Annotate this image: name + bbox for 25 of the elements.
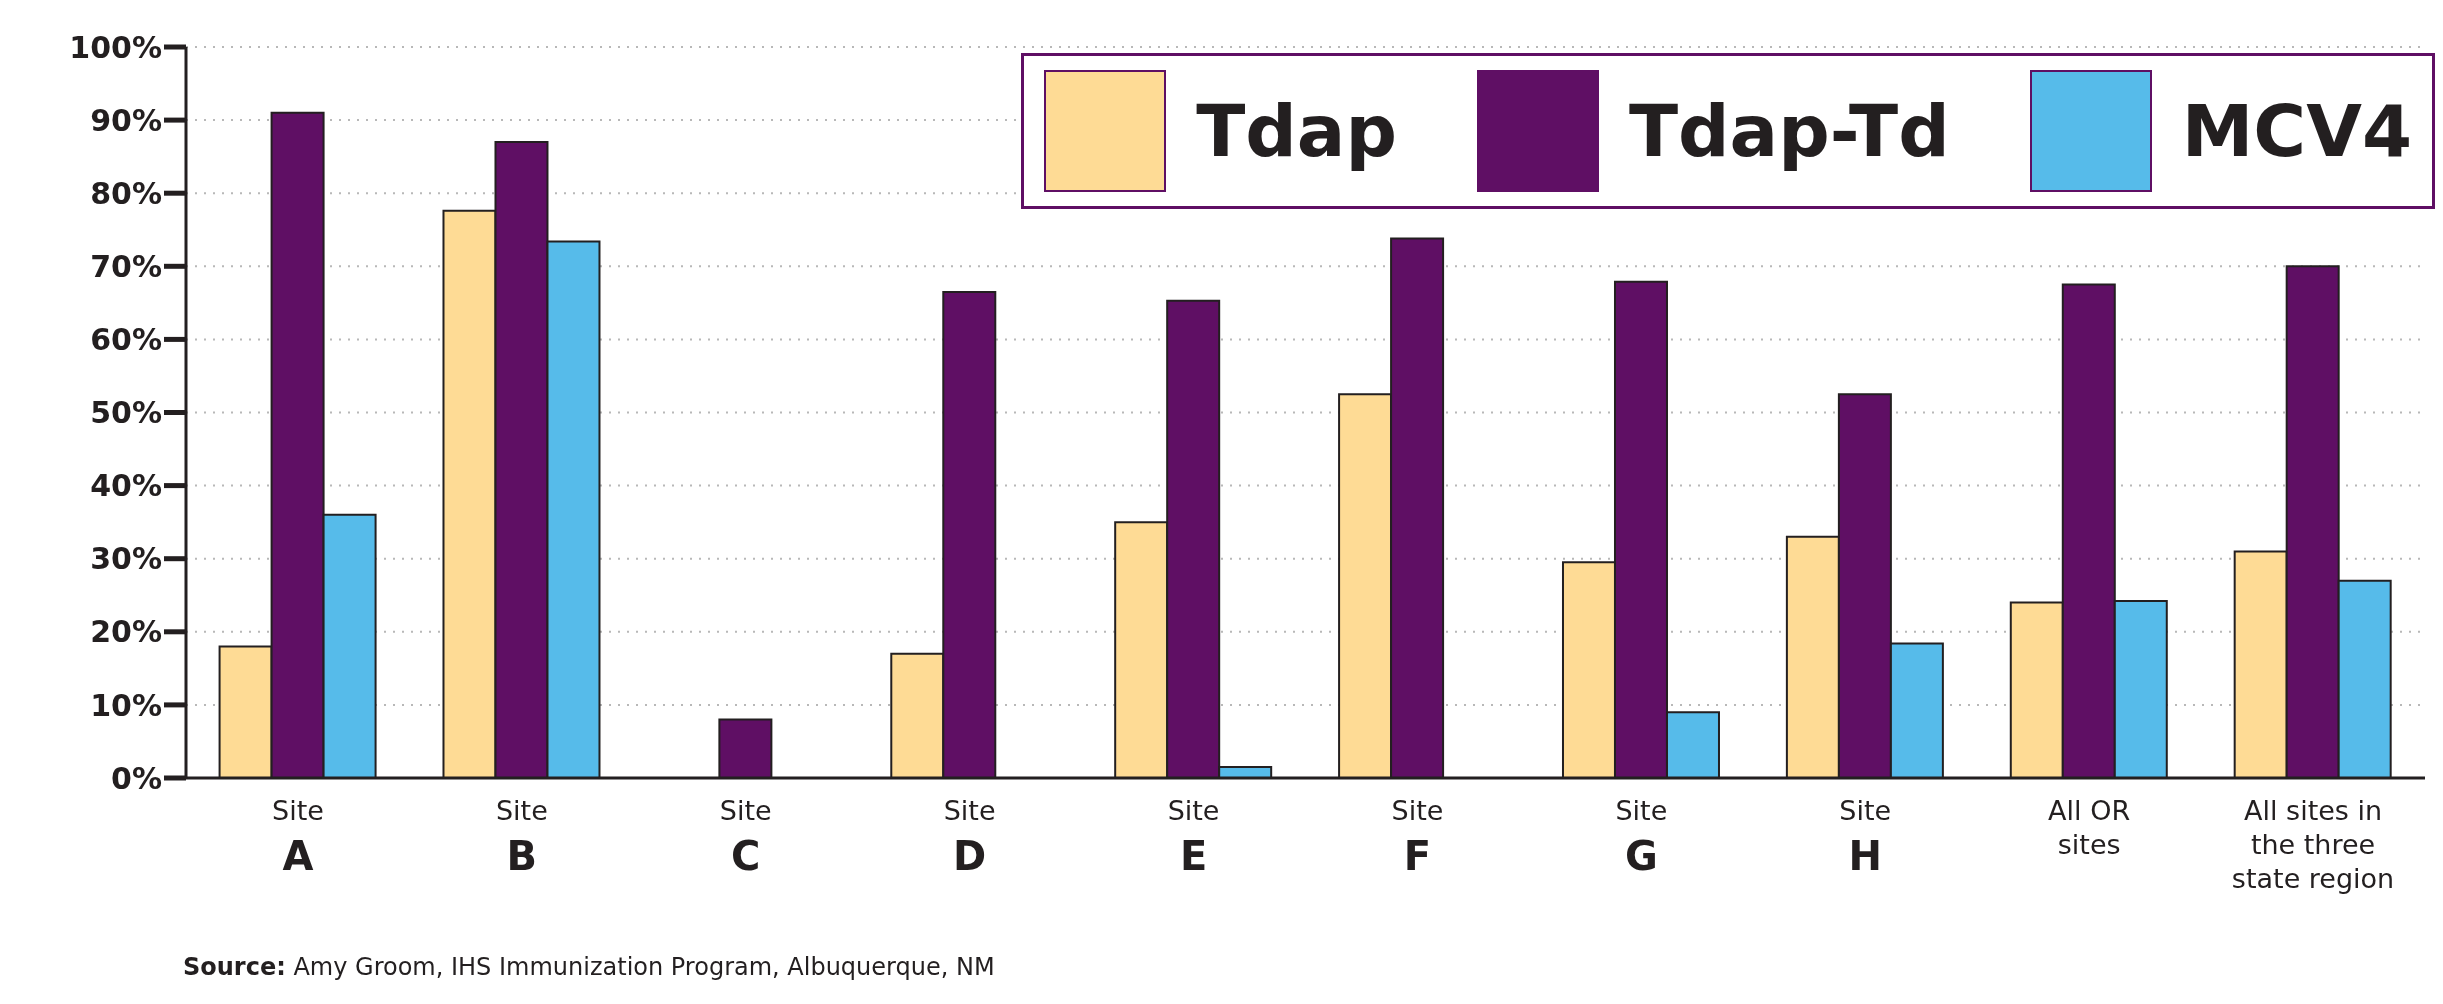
y-tick-label: 70% bbox=[90, 248, 162, 284]
y-tick-label: 0% bbox=[111, 760, 162, 796]
y-tick-label: 80% bbox=[90, 175, 162, 211]
x-tick-label: Site D bbox=[943, 795, 996, 879]
x-tick-label: Site B bbox=[495, 795, 548, 879]
y-tick-label: 10% bbox=[90, 687, 162, 723]
y-tick-label: 100% bbox=[69, 29, 162, 65]
x-tick-label: All OR sites bbox=[2048, 795, 2131, 860]
y-tick-label: 90% bbox=[90, 102, 162, 138]
legend-label: MCV4 bbox=[2181, 89, 2412, 173]
x-tick-label: Site F bbox=[1391, 795, 1444, 879]
legend-label: Tdap-Td bbox=[1628, 89, 1950, 173]
source-note: Source: Amy Groom, IHS Immunization Program, Albuquerque, NM bbox=[183, 953, 995, 981]
legend-label: Tdap bbox=[1196, 89, 1397, 173]
x-tick-label: All sites in the three state region bbox=[2231, 795, 2395, 894]
y-tick-label: 50% bbox=[90, 395, 162, 431]
x-tick-label: Site G bbox=[1615, 795, 1668, 879]
x-tick-label: Site E bbox=[1167, 795, 1220, 879]
x-tick-label: Site C bbox=[719, 795, 772, 879]
y-tick-label: 40% bbox=[90, 468, 162, 504]
x-tick-label: Site A bbox=[272, 795, 324, 879]
y-tick-label: 20% bbox=[90, 614, 162, 650]
x-tick-label: Site H bbox=[1839, 795, 1892, 879]
y-tick-label: 60% bbox=[90, 322, 162, 358]
y-tick-label: 30% bbox=[90, 541, 162, 577]
